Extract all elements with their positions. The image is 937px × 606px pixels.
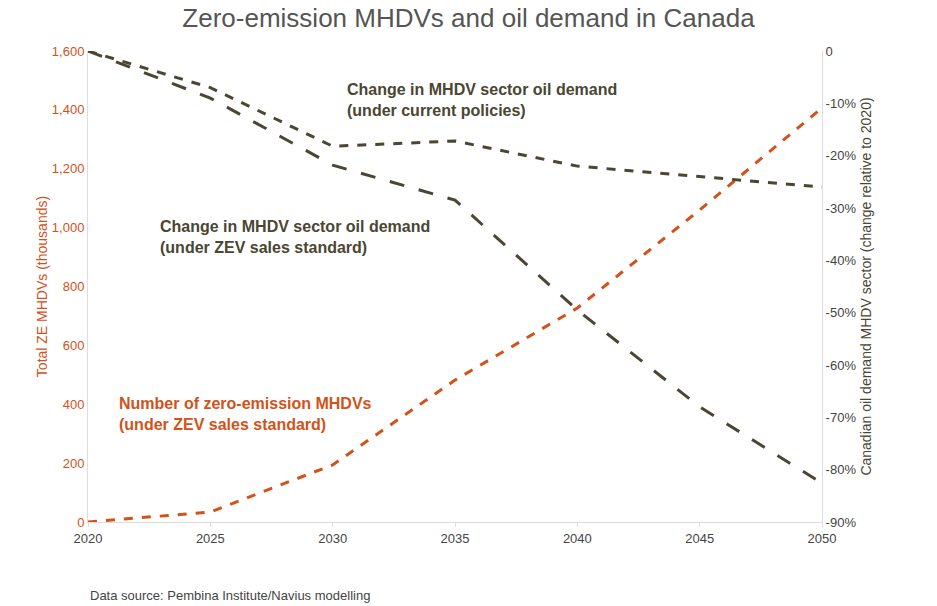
svg-text:Canadian oil demand MHDV secto: Canadian oil demand MHDV sector (change … xyxy=(858,97,874,475)
svg-text:2020: 2020 xyxy=(74,531,103,546)
svg-text:1,200: 1,200 xyxy=(52,161,85,176)
svg-text:-10%: -10% xyxy=(826,96,857,111)
svg-text:2040: 2040 xyxy=(563,531,592,546)
svg-text:600: 600 xyxy=(63,338,85,353)
svg-text:Change in MHDV sector oil dema: Change in MHDV sector oil demand(under Z… xyxy=(160,218,430,256)
svg-text:-70%: -70% xyxy=(826,410,857,425)
svg-text:800: 800 xyxy=(63,279,85,294)
svg-text:200: 200 xyxy=(63,456,85,471)
svg-text:Zero-emission MHDVs and oil de: Zero-emission MHDVs and oil demand in Ca… xyxy=(182,3,755,33)
svg-text:2045: 2045 xyxy=(685,531,714,546)
svg-text:-50%: -50% xyxy=(826,305,857,320)
svg-text:-60%: -60% xyxy=(826,358,857,373)
svg-text:-40%: -40% xyxy=(826,253,857,268)
svg-text:1,000: 1,000 xyxy=(52,220,85,235)
svg-text:Total ZE MHDVs (thousands): Total ZE MHDVs (thousands) xyxy=(34,196,50,377)
svg-text:-30%: -30% xyxy=(826,201,857,216)
svg-text:-20%: -20% xyxy=(826,148,857,163)
svg-text:0: 0 xyxy=(77,515,84,530)
svg-text:2030: 2030 xyxy=(318,531,347,546)
svg-text:2050: 2050 xyxy=(808,531,837,546)
svg-text:2035: 2035 xyxy=(441,531,470,546)
svg-text:1,600: 1,600 xyxy=(52,44,85,59)
svg-text:Number of zero-emission MHDVs(: Number of zero-emission MHDVs(under ZEV … xyxy=(119,395,372,433)
svg-text:0: 0 xyxy=(826,44,833,59)
svg-text:2025: 2025 xyxy=(196,531,225,546)
svg-text:Change in MHDV sector oil dema: Change in MHDV sector oil demand(under c… xyxy=(347,81,617,119)
svg-text:400: 400 xyxy=(63,397,85,412)
svg-text:1,400: 1,400 xyxy=(52,102,85,117)
svg-text:Data source: Pembina Institute: Data source: Pembina Institute/Navius mo… xyxy=(90,588,370,603)
svg-text:-90%: -90% xyxy=(826,515,857,530)
svg-text:-80%: -80% xyxy=(826,462,857,477)
